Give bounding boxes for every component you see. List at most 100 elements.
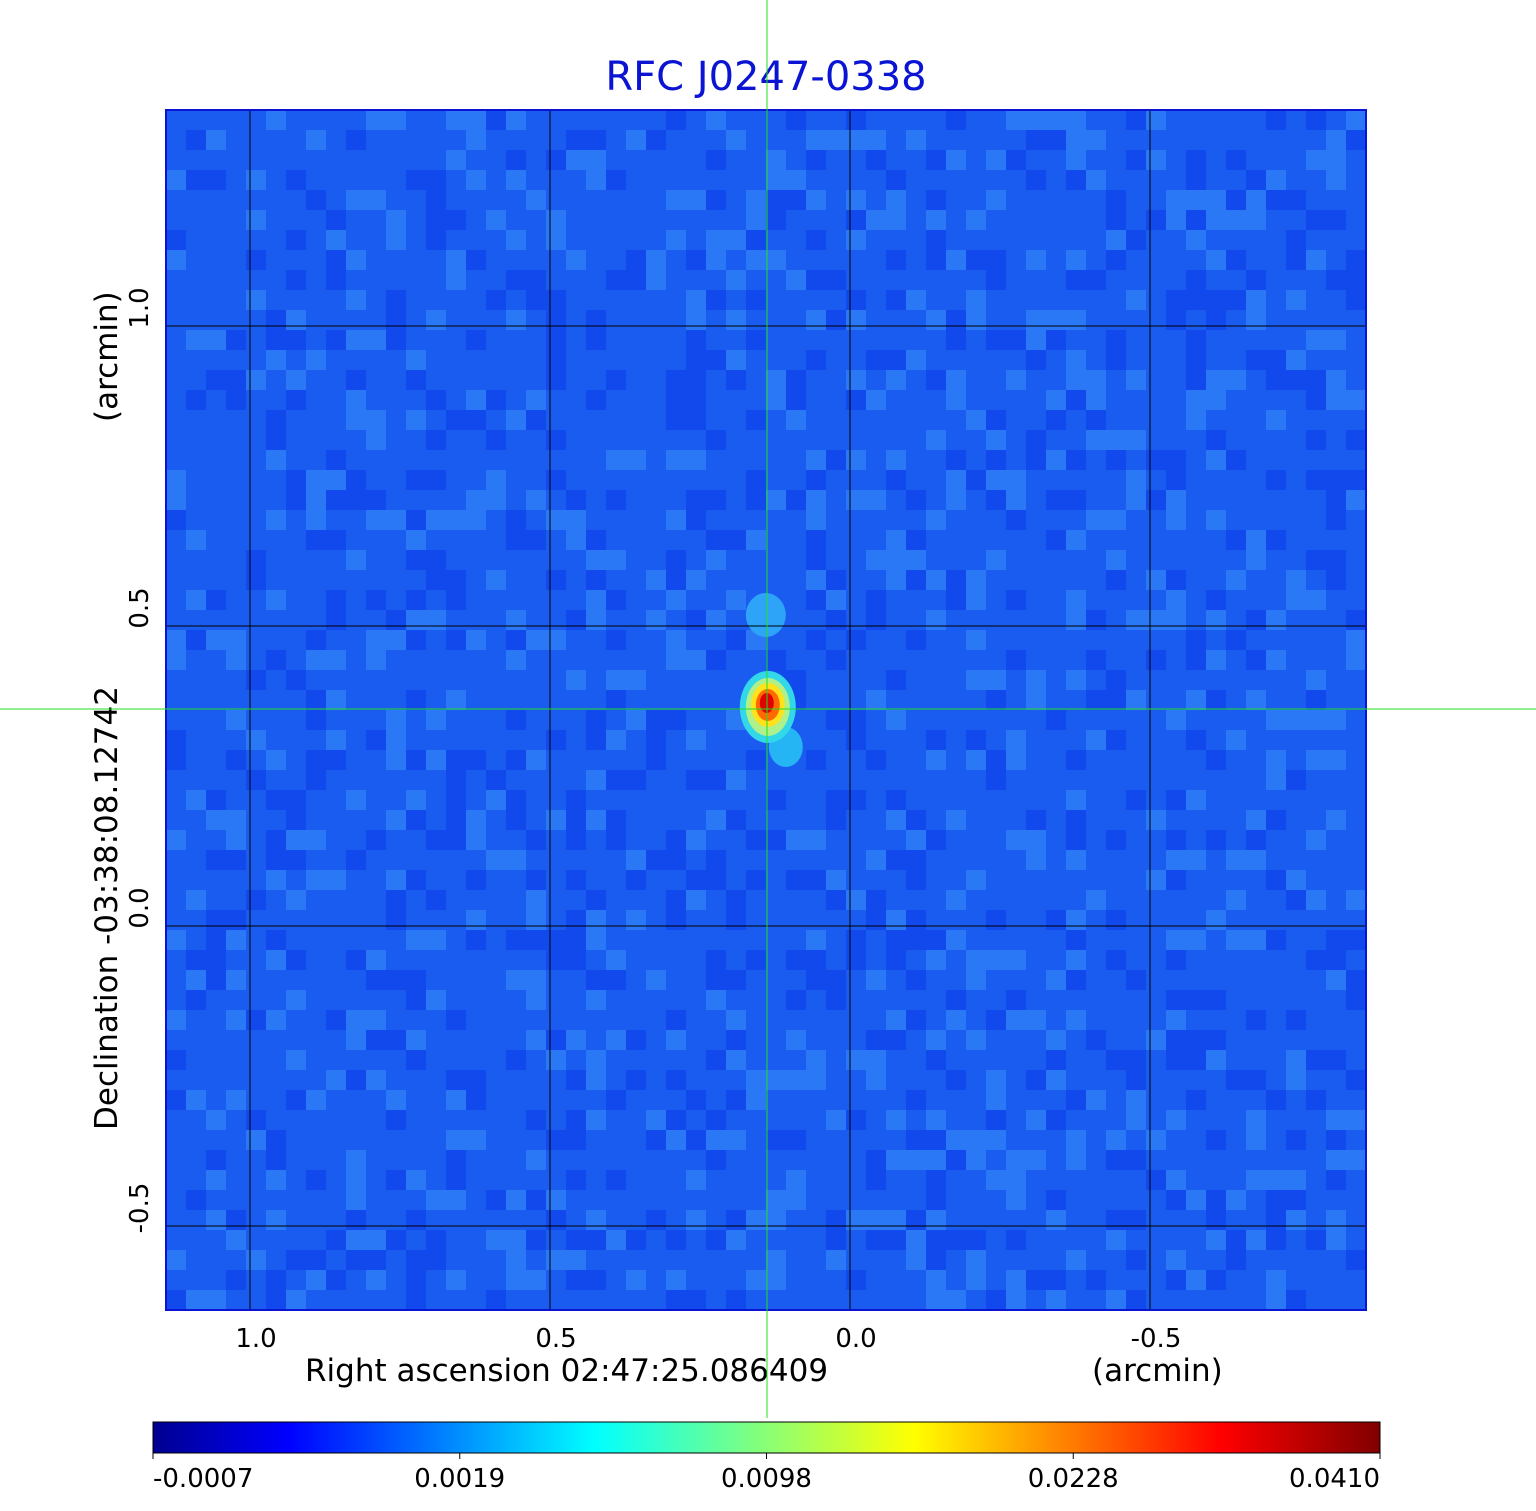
noise-pixel [266,590,286,610]
noise-pixel [826,570,846,590]
noise-pixel [386,870,406,890]
noise-pixel [326,490,346,510]
noise-pixel [1106,230,1126,250]
noise-pixel [646,1110,666,1130]
noise-pixel [406,690,426,710]
noise-pixel [566,510,586,530]
noise-pixel [826,890,846,910]
noise-pixel [1186,850,1206,870]
noise-pixel [1026,1150,1046,1170]
noise-pixel [806,970,826,990]
noise-pixel [446,510,466,530]
noise-pixel [606,1030,626,1050]
noise-pixel [806,630,826,650]
noise-pixel [986,450,1006,470]
noise-pixel [1146,570,1166,590]
noise-pixel [746,830,766,850]
noise-pixel [186,970,206,990]
noise-pixel [626,1070,646,1090]
noise-pixel [646,610,666,630]
noise-pixel [926,1290,946,1310]
noise-pixel [546,810,566,830]
noise-pixel [506,310,526,330]
noise-pixel [626,710,646,730]
noise-pixel [886,190,906,210]
noise-pixel [406,610,426,630]
noise-pixel [946,930,966,950]
noise-pixel [846,310,866,330]
noise-pixel [1326,930,1346,950]
noise-pixel [986,550,1006,570]
noise-pixel [446,750,466,770]
noise-pixel [666,850,686,870]
noise-pixel [566,810,586,830]
noise-pixel [906,550,926,570]
noise-pixel [1066,610,1086,630]
noise-pixel [786,170,806,190]
noise-pixel [1206,210,1226,230]
noise-pixel [466,110,486,130]
noise-pixel [1226,450,1246,470]
noise-pixel [1186,390,1206,410]
noise-pixel [1246,850,1266,870]
noise-pixel [206,1110,226,1130]
noise-pixel [1006,490,1026,510]
noise-pixel [266,330,286,350]
noise-pixel [966,670,986,690]
noise-pixel [806,350,826,370]
noise-pixel [1186,350,1206,370]
noise-pixel [286,230,306,250]
noise-pixel [966,630,986,650]
noise-pixel [886,710,906,730]
noise-pixel [926,1130,946,1150]
noise-pixel [1166,610,1186,630]
noise-pixel [166,630,186,650]
noise-pixel [1286,1010,1306,1030]
noise-pixel [606,1090,626,1110]
noise-pixel [866,750,886,770]
noise-pixel [226,1210,246,1230]
noise-pixel [526,630,546,650]
noise-pixel [766,490,786,510]
noise-pixel [886,1210,906,1230]
noise-pixel [366,110,386,130]
noise-pixel [646,730,666,750]
noise-pixel [286,950,306,970]
colorbar-tick-label: 0.0019 [414,1464,505,1494]
noise-pixel [946,1070,966,1090]
image-panel [165,109,1367,1311]
y-axis-label: Declination -03:38:08.12742 [89,686,125,1130]
noise-pixel [1226,250,1246,270]
noise-pixel [1086,390,1106,410]
noise-pixel [446,690,466,710]
noise-pixel [546,290,566,310]
noise-pixel [966,970,986,990]
noise-pixel [746,1090,766,1110]
noise-pixel [1266,370,1286,390]
noise-pixel [1186,410,1206,430]
noise-pixel [966,1270,986,1290]
noise-pixel [366,630,386,650]
noise-pixel [766,830,786,850]
noise-pixel [1146,150,1166,170]
noise-pixel [406,1270,426,1290]
noise-pixel [206,130,226,150]
noise-pixel [1326,510,1346,530]
noise-pixel [426,890,446,910]
noise-pixel [926,570,946,590]
noise-pixel [1166,590,1186,610]
noise-pixel [406,630,426,650]
noise-pixel [446,1090,466,1110]
noise-pixel [806,530,826,550]
noise-pixel [946,570,966,590]
noise-pixel [546,1030,566,1050]
noise-pixel [966,1130,986,1150]
noise-pixel [726,810,746,830]
noise-pixel [366,1030,386,1050]
noise-pixel [1226,370,1246,390]
noise-pixel [426,430,446,450]
noise-pixel [706,1110,726,1130]
noise-pixel [226,630,246,650]
noise-pixel [386,710,406,730]
noise-pixel [686,610,706,630]
